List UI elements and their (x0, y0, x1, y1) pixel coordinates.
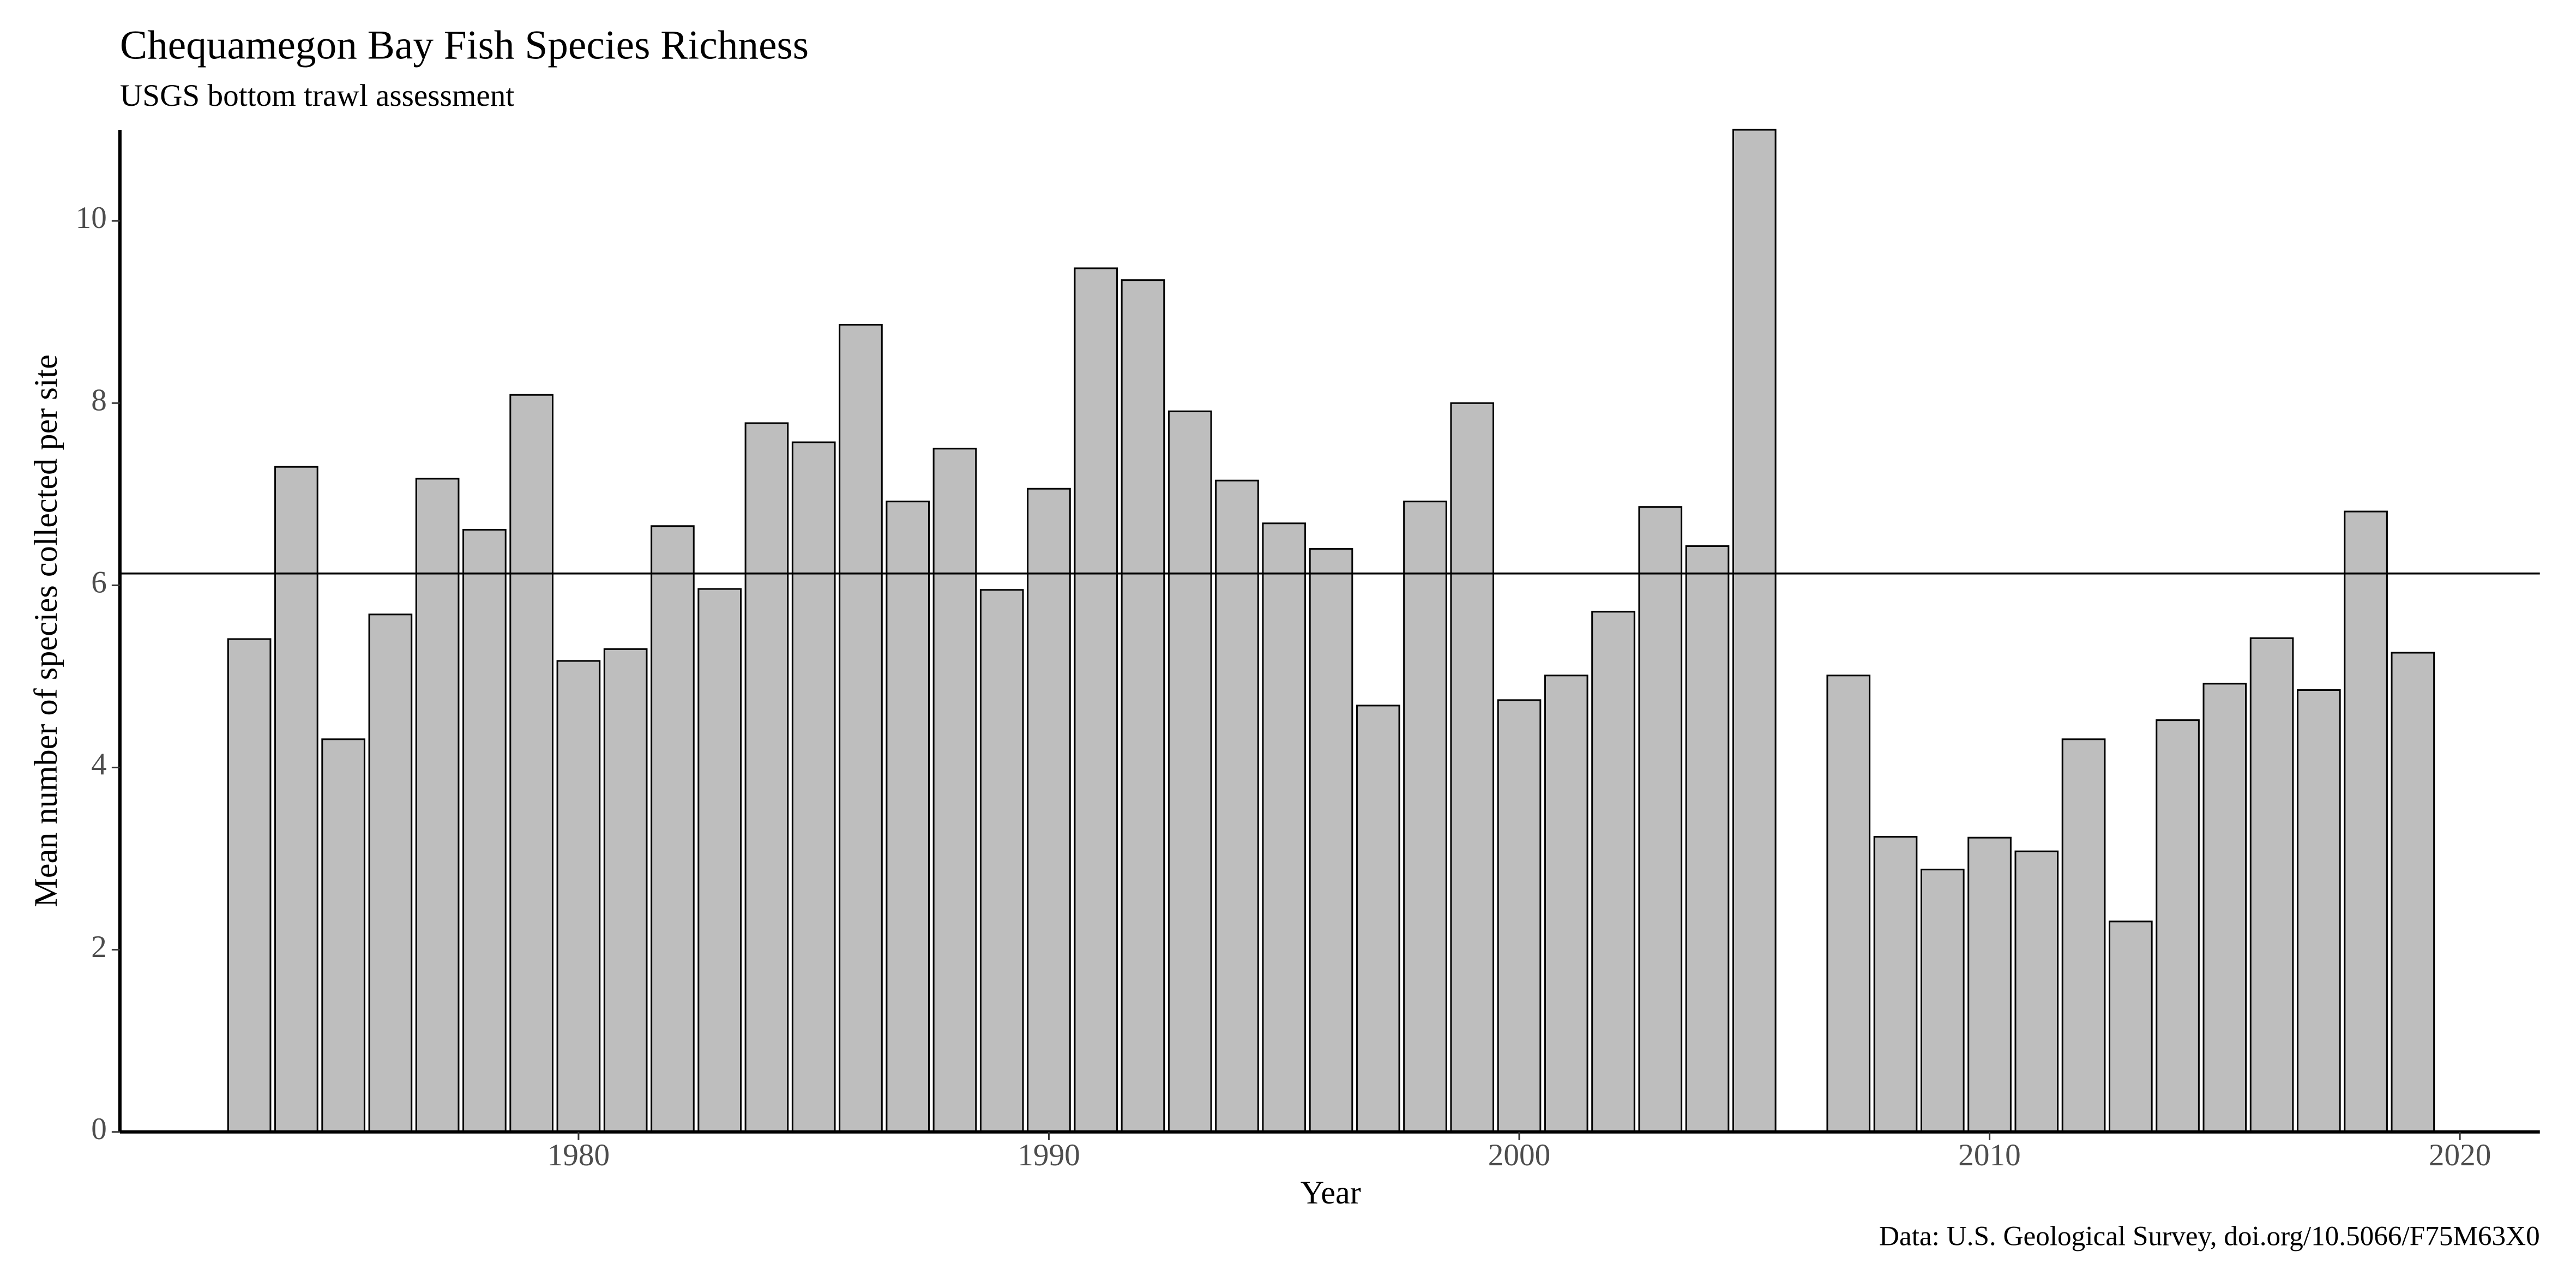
bar (227, 638, 272, 1133)
y-tick-label: 0 (91, 1112, 107, 1146)
bar (1121, 279, 1165, 1133)
chart-subtitle: USGS bottom trawl assessment (120, 79, 514, 113)
y-tick-label: 2 (91, 930, 107, 964)
x-tick-label: 1990 (1018, 1138, 1080, 1172)
bar (274, 466, 318, 1133)
bar (462, 528, 507, 1133)
bar (1732, 129, 1777, 1133)
y-axis-label: Mean number of species collected per sit… (28, 354, 64, 907)
bar (1638, 506, 1683, 1133)
y-tick-label: 10 (76, 201, 107, 235)
bar (2297, 689, 2341, 1133)
bar (1544, 675, 1588, 1133)
bar (321, 738, 365, 1133)
bar (1685, 545, 1730, 1133)
x-tick-label: 2010 (1958, 1138, 2020, 1172)
bar (1497, 699, 1542, 1133)
bar (791, 441, 836, 1133)
bar (839, 324, 883, 1133)
bar (603, 648, 648, 1133)
bar (1262, 522, 1307, 1133)
bar (1873, 835, 1918, 1133)
bar (2249, 637, 2294, 1133)
x-tick-label: 1980 (547, 1138, 610, 1172)
bar (1167, 410, 1212, 1133)
bar (415, 478, 460, 1133)
bar (1826, 675, 1871, 1133)
bar (697, 588, 742, 1133)
y-tick-label: 4 (91, 748, 107, 782)
bar (509, 394, 553, 1133)
bar (1356, 705, 1400, 1133)
y-tick-label: 8 (91, 383, 107, 417)
bar (2061, 738, 2106, 1133)
y-tick-label: 6 (91, 565, 107, 600)
bar (651, 525, 695, 1133)
bar (886, 501, 930, 1133)
bar (556, 660, 601, 1133)
bar (1967, 836, 2012, 1133)
bar (2202, 683, 2247, 1133)
bar (1591, 611, 1635, 1133)
bar (1450, 402, 1495, 1133)
chart-title: Chequamegon Bay Fish Species Richness (120, 23, 809, 68)
bar (1074, 267, 1118, 1133)
bar (979, 589, 1024, 1133)
bar (1920, 869, 1965, 1133)
bar (932, 448, 977, 1133)
caption: Data: U.S. Geological Survey, doi.org/10… (1879, 1220, 2540, 1251)
bar (2014, 850, 2059, 1133)
bar (2156, 719, 2200, 1133)
bar (1027, 487, 1071, 1133)
x-tick-label: 2000 (1488, 1138, 1550, 1172)
x-tick-label: 2020 (2429, 1138, 2491, 1172)
bar (2108, 920, 2153, 1133)
bar (1309, 548, 1353, 1133)
bar (2391, 652, 2435, 1133)
bar (1215, 479, 1259, 1133)
bar (744, 422, 789, 1133)
bar (368, 613, 413, 1133)
bar (1403, 501, 1447, 1133)
x-axis-label: Year (1301, 1175, 1361, 1211)
bar (2344, 510, 2388, 1133)
